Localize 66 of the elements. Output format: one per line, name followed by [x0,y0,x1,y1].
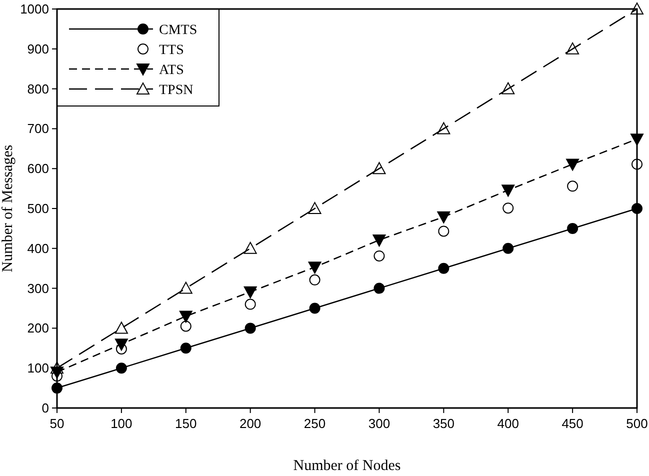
point [372,162,386,174]
point [437,211,450,224]
y-tick-label: 400 [27,240,49,256]
x-tick-label: 50 [50,416,64,431]
point [116,343,127,354]
point [309,274,320,286]
point [244,322,256,334]
point [630,134,644,146]
point [179,282,192,294]
point [114,338,128,351]
x-tick-label: 300 [368,416,390,431]
y-tick-label: 1000 [20,2,49,16]
x-tick-label: 100 [110,416,132,431]
point [308,202,322,214]
point [566,158,580,171]
x-tick-label: 200 [239,416,262,431]
point [632,158,642,170]
y-tick-label: 0 [42,400,49,416]
point [114,322,128,334]
point [502,82,515,94]
y-tick-label: 200 [27,320,49,336]
point [116,362,127,374]
legend-label: TTS [159,43,184,58]
x-axis-title: Number of Nodes [293,458,401,474]
point [630,2,644,14]
point [567,180,578,192]
point [438,262,450,274]
point [502,202,514,214]
point [244,242,257,254]
point [52,370,62,382]
y-tick-label: 100 [27,360,49,376]
point [567,222,578,234]
legend-label: ATS [159,63,184,78]
legend-label: CMTS [159,23,198,38]
point [244,298,256,310]
point [180,320,192,332]
point [374,282,385,294]
y-axis-title: Number of Messages [0,144,16,272]
x-tick-label: 400 [497,416,519,431]
point [437,122,450,134]
y-tick-label: 300 [27,280,49,296]
point [566,42,580,54]
x-tick-label: 350 [432,416,455,431]
y-tick-label: 500 [27,201,49,216]
x-tick-label: 150 [175,416,197,431]
point [179,310,192,323]
y-tick-label: 800 [27,81,49,96]
point [372,234,386,247]
x-tick-label: 450 [562,416,584,431]
point [502,184,515,197]
y-tick-label: 900 [27,41,49,56]
point [374,250,385,262]
point [52,382,62,394]
point [180,342,192,354]
x-tick-label: 250 [304,416,326,431]
point [308,262,322,274]
y-tick-label: 600 [27,161,49,176]
y-tick-label: 700 [27,121,49,136]
x-tick-label: 500 [626,416,648,431]
legend-label: TPSN [159,83,194,98]
point [438,226,450,237]
point [309,302,320,314]
point [632,203,642,214]
point [50,362,64,374]
point [502,242,514,254]
point [244,286,257,298]
